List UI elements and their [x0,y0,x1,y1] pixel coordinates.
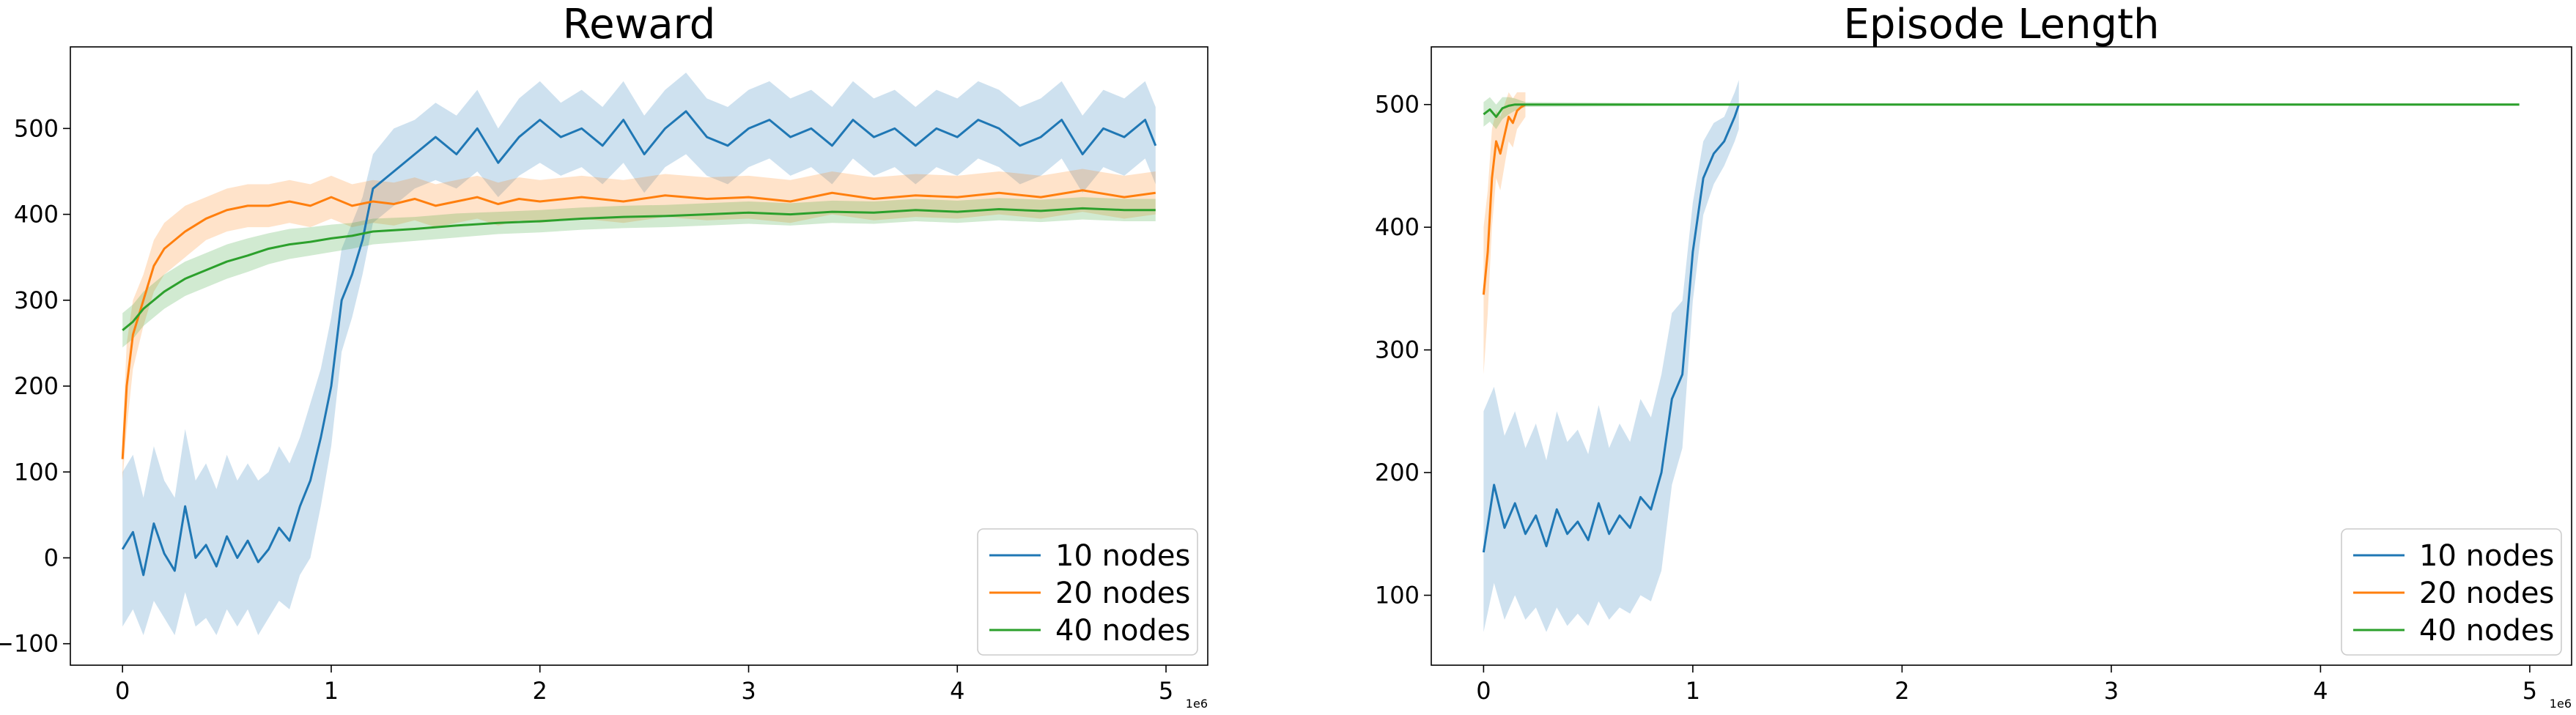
x-tick-label: 0 [115,677,130,705]
x-tick-label: 3 [741,677,756,705]
x-tick-label: 0 [1476,677,1491,705]
episode-length-chart-panel: Episode Length 0 1 2 3 4 5 100 200 300 400 500 1e6 10… [1288,0,2576,715]
y-tick-label: 300 [1375,336,1420,364]
legend-box [977,528,1198,656]
x-tick-label: 5 [2523,677,2537,705]
plot-area [121,73,1157,635]
y-tick-label: 100 [1375,582,1420,610]
series-band-10-nodes [1483,80,1739,632]
chart-title: Episode Length [1844,1,2160,48]
episode-length-chart: Episode Length 0 1 2 3 4 5 100 200 300 400 500 1e6 10… [1375,1,2572,711]
legend-label: 20 nodes [1055,577,1190,610]
x-tick-label: 4 [950,677,964,705]
y-tick-label: −100 [0,630,59,658]
series-band-20-nodes [122,168,1156,481]
legend-label: 40 nodes [1055,614,1190,648]
legend-box [2341,528,2562,656]
reward-chart-panel: Reward 0 1 2 3 4 5 −100 0 100 200 300 400 500 1e6 10 no… [0,1,1208,711]
series-line-40-nodes [122,207,1156,331]
legend: 10 nodes 20 nodes 40 nodes [977,528,1198,656]
series-line-20-nodes [121,189,1156,459]
legend-label: 40 nodes [2419,614,2554,648]
x-exponent-label: 1e6 [1186,697,1208,711]
y-tick-label: 400 [14,201,59,229]
y-tick-label: 200 [1375,459,1420,486]
y-tick-label: 100 [14,458,59,486]
x-tick-label: 2 [1894,677,1909,705]
x-tick-label: 5 [1159,677,1173,705]
series-line-10-nodes [1482,104,1741,553]
series-band-40-nodes [1483,97,2520,130]
x-exponent-label: 1e6 [2550,697,2572,711]
chart-title: Reward [563,1,716,48]
series-line-20-nodes [1482,103,1527,295]
x-tick-label: 1 [324,677,339,705]
y-tick-label: 500 [14,114,59,142]
x-tick-label: 4 [2313,677,2328,705]
x-tick-label: 2 [533,677,547,705]
y-tick-label: 400 [1375,213,1420,241]
x-tick-label: 1 [1686,677,1700,705]
legend-label: 10 nodes [2419,539,2554,573]
y-tick-label: 300 [14,286,59,314]
series-line-10-nodes [121,110,1157,577]
y-tick-label: 0 [44,544,59,571]
x-tick-label: 3 [2104,677,2119,705]
plot-area [1482,80,2520,632]
series-band-40-nodes [122,197,1156,348]
legend: 10 nodes 20 nodes 40 nodes [2341,528,2562,656]
axes-frame [70,46,1208,666]
reward-chart: Reward 0 1 2 3 4 5 −100 0 100 200 300 400 500 1e6 10 no… [0,1,1208,711]
series-line-40-nodes [1483,103,2520,118]
legend-label: 20 nodes [2419,577,2554,610]
y-tick-label: 500 [1375,91,1420,119]
y-tick-label: 200 [14,372,59,400]
series-band-10-nodes [122,73,1156,635]
axes-frame [1431,46,2572,666]
legend-label: 10 nodes [1055,539,1190,573]
